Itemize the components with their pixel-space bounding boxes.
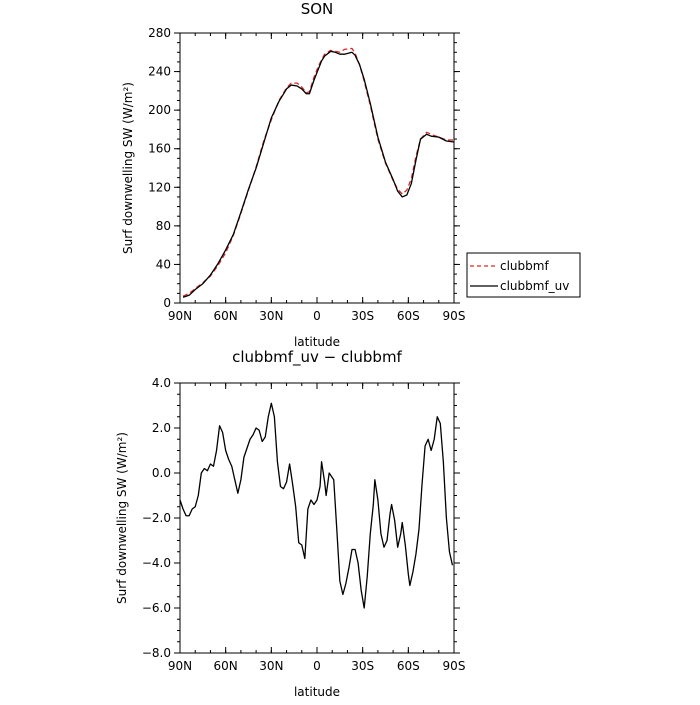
- bottom-x-tick-label: 30N: [259, 659, 283, 673]
- top-x-tick-label: 30N: [259, 309, 283, 323]
- bottom-panel-title: clubbmf_uv − clubbmf: [232, 348, 402, 367]
- legend-label-clubbmf: clubbmf: [500, 259, 549, 273]
- top-x-tick-label: 30S: [351, 309, 374, 323]
- top-x-tick-label: 90N: [168, 309, 192, 323]
- bottom-y-tick-label: 2.0: [152, 421, 171, 435]
- bottom-panel-frame: [179, 382, 455, 654]
- top-y-tick-label: 160: [148, 142, 171, 156]
- bottom-y-tick-label: −6.0: [142, 601, 171, 615]
- top-panel-y-axis-title: Surf downwelling SW (W/m²): [121, 82, 135, 254]
- bottom-x-tick-label: 90S: [443, 659, 466, 673]
- bottom-y-tick-label: −4.0: [142, 556, 171, 570]
- bottom-panel-y-axis-title: Surf downwelling SW (W/m²): [115, 432, 129, 604]
- bottom-x-tick-label: 30S: [351, 659, 374, 673]
- legend-label-clubbmf-uv: clubbmf_uv: [500, 279, 569, 293]
- top-x-tick-label: 60S: [397, 309, 420, 323]
- bottom-panel-series: [179, 402, 454, 609]
- bottom-panel-x-axis-title: latitude: [294, 685, 340, 699]
- top-panel-series: [182, 47, 455, 298]
- top-y-tick-label: 80: [156, 219, 171, 233]
- top-y-tick-label: 280: [148, 26, 171, 40]
- top-y-tick-label: 240: [148, 65, 171, 79]
- top-series-line-1: [182, 50, 455, 298]
- bottom-x-tick-label: 0: [313, 659, 321, 673]
- bottom-panel: clubbmf_uv − clubbmf Surf downwelling SW…: [115, 348, 465, 699]
- bottom-y-tick-label: −2.0: [142, 511, 171, 525]
- top-y-tick-label: 200: [148, 103, 171, 117]
- bottom-series-line-0: [179, 402, 454, 609]
- top-y-tick-label: 40: [156, 257, 171, 271]
- bottom-x-tick-label: 60S: [397, 659, 420, 673]
- top-x-tick-label: 90S: [443, 309, 466, 323]
- top-panel-title: SON: [301, 0, 334, 18]
- top-x-tick-label: 60N: [214, 309, 238, 323]
- top-panel: SON Surf downwelling SW (W/m²) latitude …: [121, 0, 581, 349]
- top-panel-ticks: 90N 60N 30N 0 30S 60S 90S 0 40 80 120 160 200 240 280: [148, 26, 465, 323]
- top-y-tick-label: 120: [148, 180, 171, 194]
- legend-box: [466, 252, 581, 298]
- bottom-x-tick-label: 90N: [168, 659, 192, 673]
- top-panel-frame: [179, 32, 455, 304]
- bottom-y-tick-label: 0.0: [152, 466, 171, 480]
- top-y-tick-label: 0: [163, 296, 171, 310]
- legend: clubbmf clubbmf_uv: [466, 252, 581, 298]
- bottom-x-tick-label: 60N: [214, 659, 238, 673]
- bottom-panel-ticks: 90N 60N 30N 0 30S 60S 90S −8.0 −6.0 −4.0 −2.0 0.0 2.…: [142, 376, 466, 673]
- bottom-y-tick-label: −8.0: [142, 646, 171, 660]
- bottom-y-tick-label: 4.0: [152, 376, 171, 390]
- top-panel-x-axis-title: latitude: [294, 335, 340, 349]
- top-x-tick-label: 0: [313, 309, 321, 323]
